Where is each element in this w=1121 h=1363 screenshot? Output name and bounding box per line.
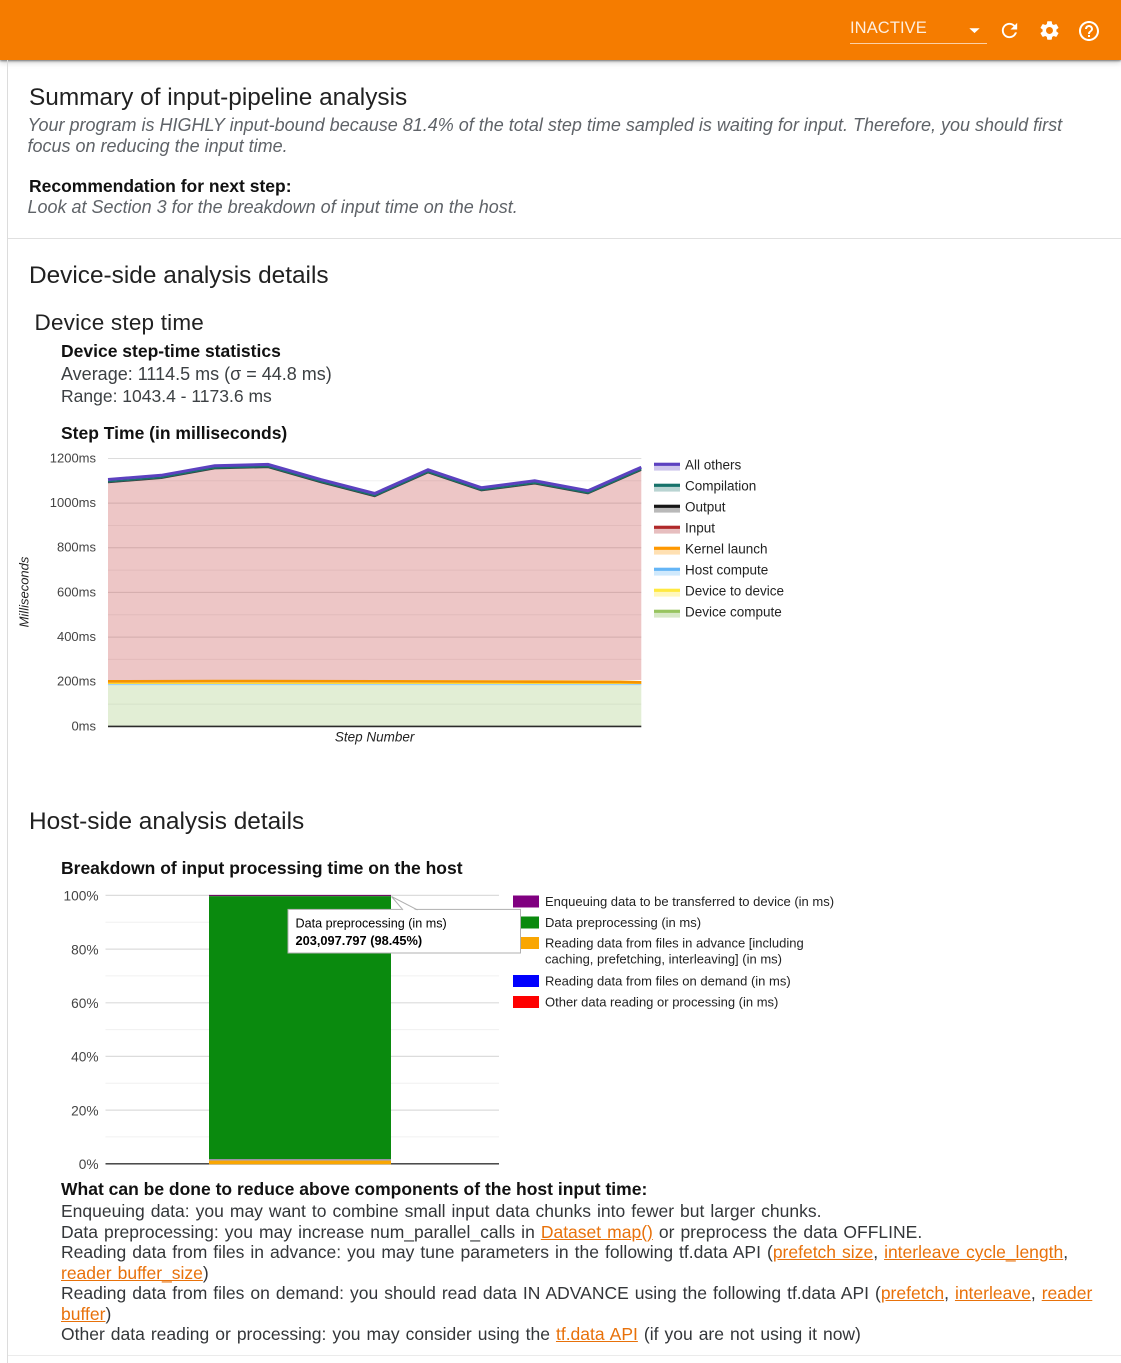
svg-text:600ms: 600ms bbox=[57, 584, 97, 599]
svg-text:0%: 0% bbox=[79, 1157, 99, 1172]
svg-text:Device compute: Device compute bbox=[685, 604, 782, 619]
svg-text:1000ms: 1000ms bbox=[50, 495, 97, 510]
svg-text:Enqueuing data to be transferr: Enqueuing data to be transferred to devi… bbox=[545, 894, 834, 909]
svg-text:Other data reading or processi: Other data reading or processing (in ms) bbox=[545, 994, 778, 1009]
svg-text:Kernel launch: Kernel launch bbox=[685, 541, 768, 556]
svg-text:Step Number: Step Number bbox=[335, 730, 415, 745]
svg-text:Reading data from files in adv: Reading data from files in advance [incl… bbox=[545, 935, 804, 950]
svg-text:800ms: 800ms bbox=[57, 540, 97, 555]
svg-text:caching, prefetching, interlea: caching, prefetching, interleaving] (in … bbox=[545, 951, 782, 966]
svg-text:Device to device: Device to device bbox=[685, 583, 784, 598]
svg-text:1200ms: 1200ms bbox=[50, 450, 97, 465]
svg-text:203,097.797 (98.45%): 203,097.797 (98.45%) bbox=[296, 933, 423, 948]
svg-text:60%: 60% bbox=[71, 996, 98, 1011]
svg-text:40%: 40% bbox=[71, 1050, 98, 1065]
svg-text:Output: Output bbox=[685, 499, 726, 514]
svg-text:100%: 100% bbox=[63, 889, 98, 904]
svg-text:20%: 20% bbox=[71, 1103, 98, 1118]
svg-text:80%: 80% bbox=[71, 942, 98, 957]
svg-text:Compilation: Compilation bbox=[685, 478, 756, 493]
svg-text:0ms: 0ms bbox=[71, 718, 96, 733]
svg-text:Data preprocessing (in ms): Data preprocessing (in ms) bbox=[545, 915, 701, 930]
svg-text:Host compute: Host compute bbox=[685, 562, 768, 577]
svg-text:200ms: 200ms bbox=[57, 674, 97, 689]
svg-text:Data preprocessing (in ms): Data preprocessing (in ms) bbox=[296, 916, 447, 930]
svg-text:All others: All others bbox=[685, 457, 742, 472]
svg-text:Input: Input bbox=[685, 520, 715, 535]
svg-text:Milliseconds: Milliseconds bbox=[17, 556, 32, 627]
svg-text:400ms: 400ms bbox=[57, 629, 97, 644]
svg-text:Reading data from files on dem: Reading data from files on demand (in ms… bbox=[545, 973, 791, 988]
